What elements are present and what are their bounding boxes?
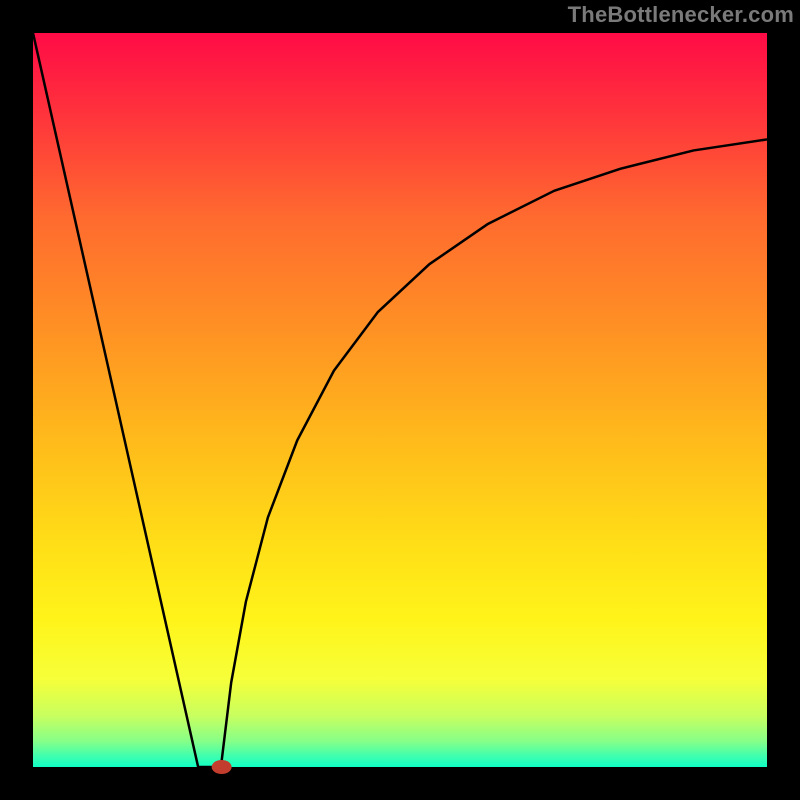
watermark-text: TheBottlenecker.com bbox=[568, 2, 794, 28]
minimum-marker bbox=[212, 760, 232, 774]
bottleneck-chart bbox=[0, 0, 800, 800]
plot-area bbox=[33, 33, 767, 767]
chart-canvas: TheBottlenecker.com bbox=[0, 0, 800, 800]
